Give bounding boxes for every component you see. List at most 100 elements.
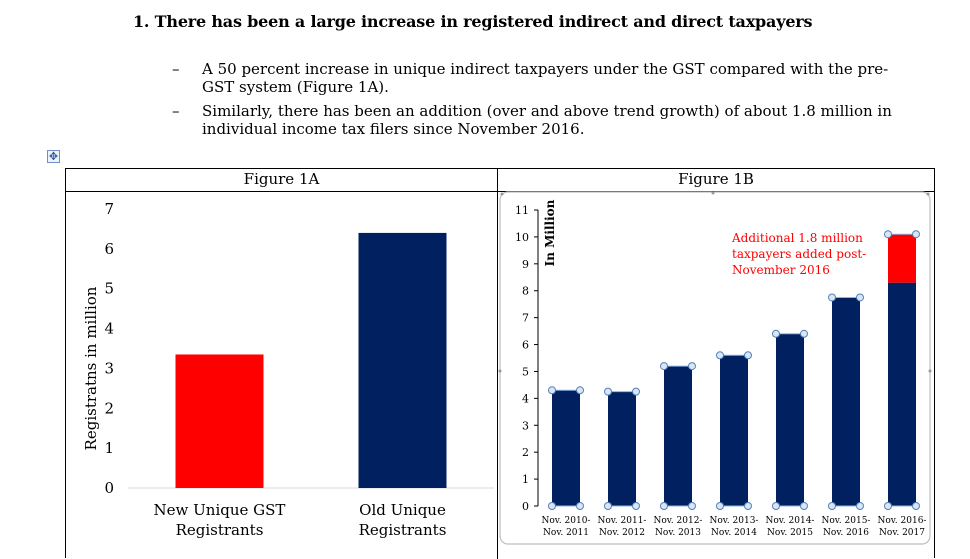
selection-handle-icon[interactable] [548,386,556,395]
x-tick-label: Nov. 2012- [654,516,703,526]
bullet-text: Similarly, there has been an addition (o… [202,102,892,138]
figure-1b-title: Figure 1B [678,170,754,188]
y-tick-label: 0 [522,500,529,513]
bar [175,354,264,488]
x-tick-label: Nov. 2015- [822,516,871,526]
selection-handle-icon[interactable] [632,387,640,396]
y-tick-label: 4 [522,392,529,405]
resize-handle-icon[interactable] [928,369,932,373]
y-tick-label: 5 [522,365,529,378]
selection-handle-icon[interactable] [688,502,696,510]
selection-handle-icon[interactable] [912,502,920,510]
bullet-dash: – [172,102,180,120]
selection-handle-icon[interactable] [828,502,836,510]
bar[interactable] [552,390,580,506]
annotation-text: taxpayers added post- [732,247,866,261]
selection-handle-icon[interactable] [576,386,584,395]
table-move-handle-icon[interactable]: ✥ [47,150,60,163]
x-tick-label: Nov. 2011- [598,516,647,526]
y-tick-label: 0 [104,479,114,497]
resize-handle-icon[interactable] [500,192,504,196]
y-tick-label: 6 [522,339,529,352]
bullet-list: – A 50 percent increase in unique indire… [172,60,892,144]
x-tick-label: Nov. 2013 [655,528,701,538]
x-tick-label: Nov. 2015 [767,528,813,538]
bullet-item: – Similarly, there has been an addition … [172,102,892,138]
chart-object-border[interactable] [499,191,931,545]
selection-handle-icon[interactable] [912,230,920,239]
selection-handle-icon[interactable] [604,387,612,396]
y-tick-label: 9 [522,258,529,271]
x-tick-label: Nov. 2016- [878,516,927,526]
section-heading: 1. There has been a large increase in re… [133,12,813,31]
selection-handle-icon[interactable] [800,502,808,510]
bullet-item: – A 50 percent increase in unique indire… [172,60,892,96]
selection-handle-icon[interactable] [744,351,752,360]
y-tick-label: 3 [522,419,529,432]
bar[interactable] [776,333,804,506]
x-tick-label: Old Unique [359,501,446,519]
y-tick-label: 5 [104,280,114,298]
resize-handle-icon[interactable] [498,369,502,373]
selection-handle-icon[interactable] [660,502,668,510]
y-tick-label: 2 [522,446,529,459]
x-tick-label: Nov. 2012 [599,528,645,538]
x-tick-label: Nov. 2011 [543,528,589,538]
selection-handle-icon[interactable] [716,351,724,360]
y-tick-label: 6 [104,240,114,258]
x-tick-label: Nov. 2014 [711,528,757,538]
x-tick-label: New Unique GST [154,501,286,519]
figures-header-row: Figure 1A Figure 1B [66,169,934,192]
y-tick-label: 3 [104,359,114,377]
annotation-text: Additional 1.8 million [731,231,863,245]
bar[interactable] [608,391,636,506]
figure-1b-chart[interactable]: 0 1 2 3 4 5 6 7 8 9 10 11 In Million Nov. 2010- Nov. 2… [498,191,934,545]
y-axis-label: Registratns in million [82,286,100,450]
y-tick-label: 10 [515,231,529,244]
selection-handle-icon[interactable] [716,502,724,510]
selection-handle-icon[interactable] [828,293,836,302]
y-tick-label: 4 [104,320,114,338]
bar[interactable] [720,355,748,506]
x-tick-label: Nov. 2016 [823,528,869,538]
bullet-dash: – [172,60,180,78]
figures-table: Figure 1A Figure 1B [65,168,935,559]
selection-handle-icon[interactable] [604,502,612,510]
x-tick-label: Nov. 2010- [542,516,591,526]
x-tick-label: Registrants [176,521,264,539]
annotation-text: November 2016 [732,263,830,277]
selection-handle-icon[interactable] [660,362,668,371]
x-tick-label: Nov. 2014- [766,516,815,526]
selection-handle-icon[interactable] [856,293,864,302]
resize-handle-icon[interactable] [711,191,715,195]
y-tick-label: 7 [104,200,114,218]
selection-handle-icon[interactable] [548,502,556,510]
figure-1a-title: Figure 1A [243,170,320,188]
selection-handle-icon[interactable] [576,502,584,510]
selection-handle-icon[interactable] [800,329,808,338]
bar-segment[interactable] [888,234,916,283]
x-tick-label: Nov. 2017 [879,528,925,538]
selection-handle-icon[interactable] [632,502,640,510]
bar[interactable] [888,282,916,506]
selection-handle-icon[interactable] [884,230,892,239]
y-tick-label: 1 [522,473,529,486]
y-tick-label: 11 [515,204,529,217]
bar[interactable] [832,297,860,506]
selection-handle-icon[interactable] [884,502,892,510]
y-tick-label: 7 [522,312,529,325]
selection-handle-icon[interactable] [772,329,780,338]
selection-handle-icon[interactable] [688,362,696,371]
bar[interactable] [664,366,692,506]
x-tick-label: Nov. 2013- [710,516,759,526]
y-axis-label: In Million [543,199,557,266]
selection-handle-icon[interactable] [772,502,780,510]
y-tick-label: 1 [104,439,114,457]
table-column-divider [497,169,498,559]
y-tick-label: 2 [104,399,114,417]
selection-handle-icon[interactable] [744,502,752,510]
y-tick-label: 8 [522,285,529,298]
bar [358,232,447,488]
selection-handle-icon[interactable] [856,502,864,510]
resize-handle-icon[interactable] [926,192,930,196]
